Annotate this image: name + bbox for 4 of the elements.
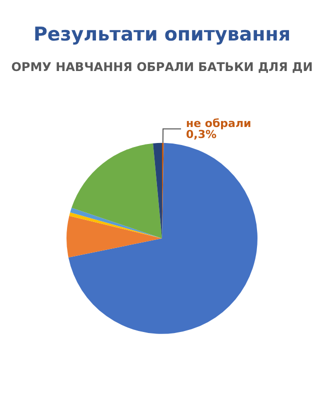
chart-subtitle: ОРМУ НАВЧАННЯ ОБРАЛИ БАТЬКИ ДЛЯ ДИ xyxy=(11,60,313,74)
chart-title: Результати опитування xyxy=(33,24,291,46)
data-label: 0,3% xyxy=(186,128,217,141)
slice-label: не обрали xyxy=(186,116,252,130)
